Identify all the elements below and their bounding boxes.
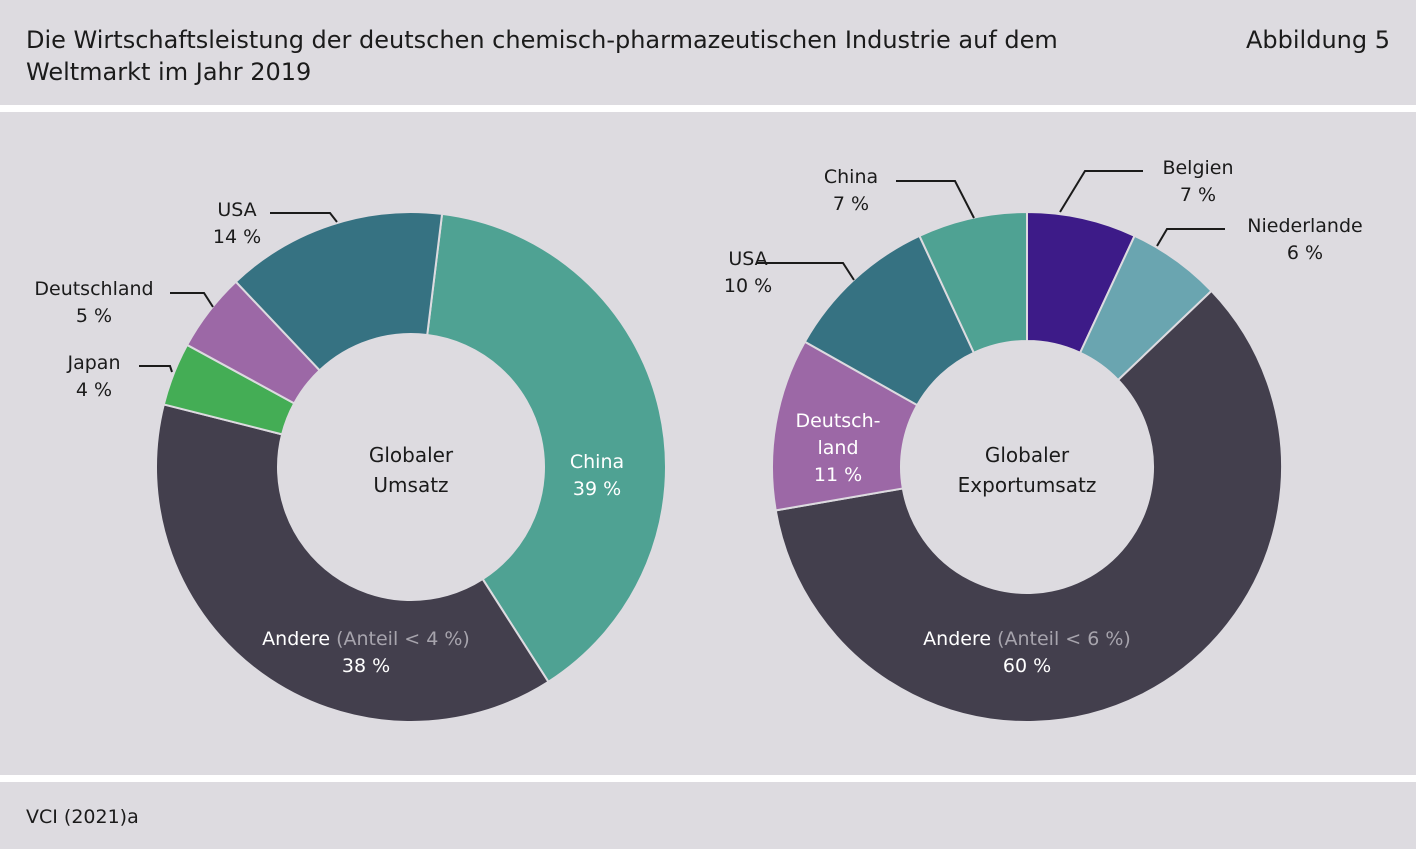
donut-chart-1: Globaler Umsatz China 39 % Andere (Anteil < … [34, 199, 667, 723]
label-deutschland: Deutschland 5 % [34, 278, 153, 327]
leader-line-china [896, 180, 975, 219]
label-andere: Andere (Anteil < 6 %) 60 % [923, 628, 1131, 677]
slice-usa [234, 211, 444, 372]
label-china: China 7 % [824, 166, 878, 215]
leader-line-japan [139, 365, 173, 373]
source-note: VCI (2021)a [26, 806, 139, 828]
label-deutschland: Deutsch-land 11 % [795, 410, 880, 486]
label-niederlande: Niederlande 6 % [1247, 215, 1362, 264]
figure-number: Abbildung 5 [1245, 26, 1390, 54]
footer: VCI (2021)a [0, 782, 1416, 849]
leader-line-deutschland [170, 292, 214, 308]
donut-hole [901, 341, 1153, 593]
leader-line-usa [270, 212, 338, 223]
donut-chart-2: Globaler Exportumsatz Belgien 7 % Niederland… [724, 157, 1363, 723]
leader-line-belgien [1059, 170, 1143, 213]
label-usa: USA 10 % [724, 248, 772, 297]
figure-title: Die Wirtschaftsleistung der deutschen ch… [26, 26, 1058, 86]
donut-hole [278, 334, 544, 600]
header: Die Wirtschaftsleistung der deutschen ch… [0, 0, 1416, 105]
center-label: Globaler Umsatz [369, 443, 454, 497]
leader-line-niederlande [1156, 228, 1225, 247]
label-usa: USA 14 % [213, 199, 261, 248]
label-andere: Andere (Anteil < 4 %) 38 % [262, 628, 470, 677]
label-japan: Japan 4 % [67, 352, 121, 401]
center-label: Globaler Exportumsatz [958, 443, 1097, 497]
leader-line-usa [757, 262, 855, 281]
label-belgien: Belgien 7 % [1162, 157, 1233, 206]
label-china: China 39 % [570, 451, 624, 500]
